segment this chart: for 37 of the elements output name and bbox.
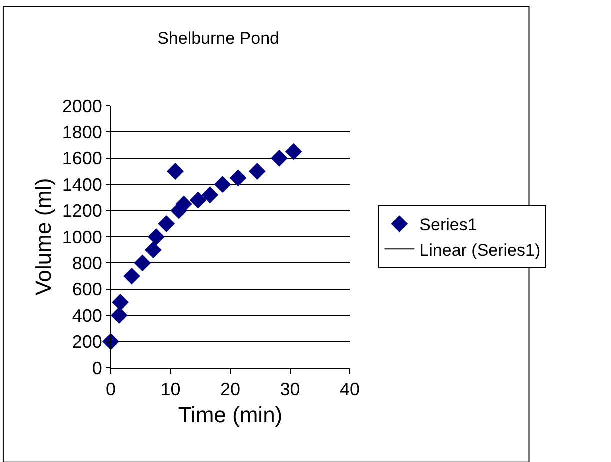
y-tick-label: 600 (72, 280, 102, 300)
x-tick-label: 40 (340, 380, 360, 400)
point (167, 163, 184, 180)
point (202, 186, 219, 204)
point (144, 242, 162, 259)
point (230, 170, 247, 186)
point (214, 176, 232, 194)
y-tick-label: 0 (92, 358, 102, 378)
point (110, 307, 128, 324)
point (271, 150, 288, 167)
point (148, 228, 165, 246)
point (134, 254, 152, 272)
x-tick-label: 10 (160, 380, 181, 400)
y-axis-title: Volume (ml) (31, 178, 56, 296)
point (285, 143, 302, 160)
y-tick-label: 200 (72, 332, 102, 352)
y-tick-label: 1800 (62, 122, 102, 142)
point (190, 192, 207, 209)
point (102, 333, 120, 350)
x-tick-label: 0 (106, 380, 116, 400)
x-tick-label: 30 (280, 380, 300, 400)
point (123, 268, 140, 285)
y-tick-label: 1000 (62, 227, 102, 248)
point (248, 163, 266, 180)
y-tick-label: 800 (72, 254, 102, 274)
point (158, 215, 176, 232)
point (112, 294, 130, 311)
y-tick-label: 1600 (62, 148, 102, 169)
x-tick-label: 20 (220, 380, 241, 400)
chart-title: Shelburne Pond (158, 29, 280, 48)
legend-label: Series1 (420, 216, 478, 235)
y-tick-label: 1400 (62, 174, 102, 195)
legend-label: Linear (Series1) (420, 240, 541, 260)
y-tick-label: 1200 (62, 201, 102, 222)
y-tick-label: 2000 (62, 96, 102, 116)
x-axis-title: Time (min) (178, 402, 283, 428)
y-tick-label: 400 (72, 306, 102, 326)
